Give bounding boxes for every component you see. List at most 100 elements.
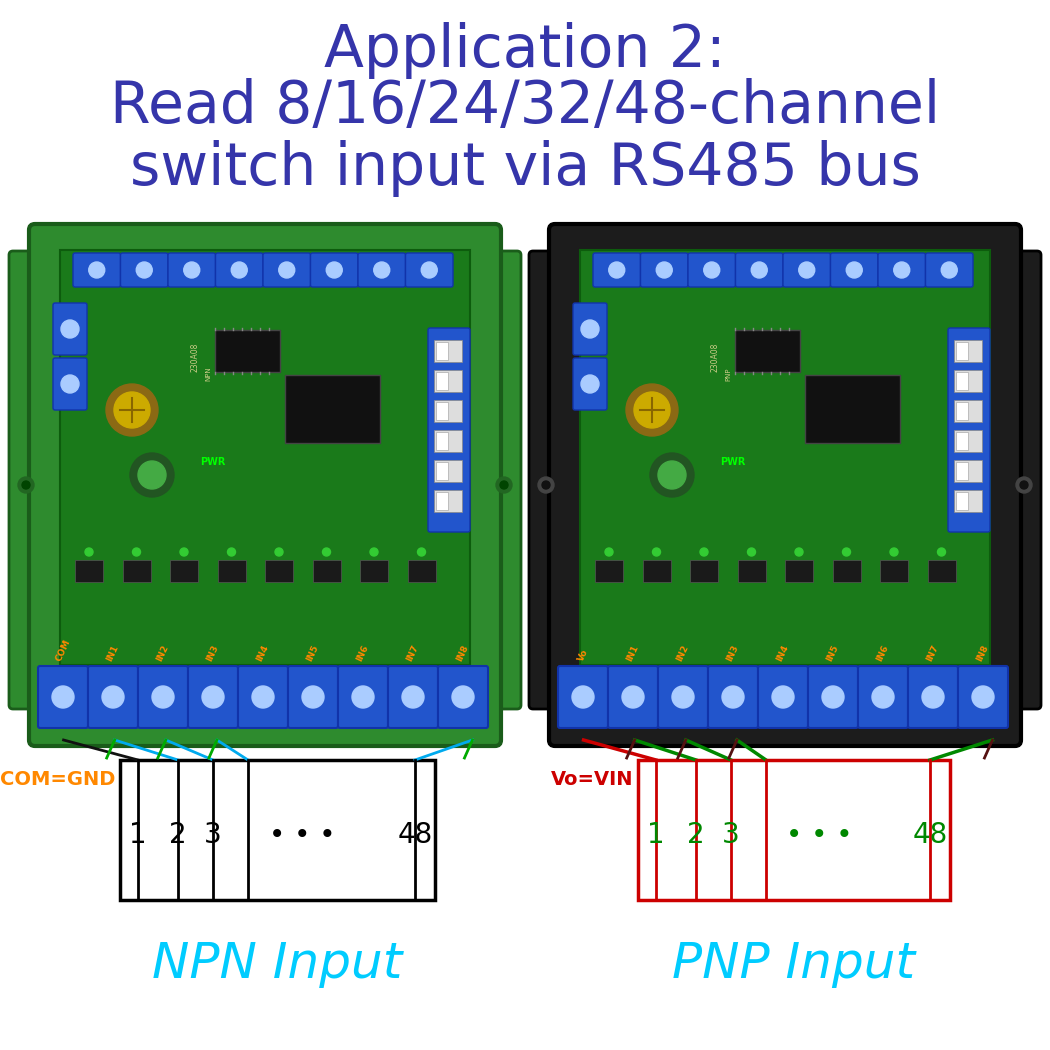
Bar xyxy=(265,560,293,582)
Bar xyxy=(595,560,623,582)
Text: IN5: IN5 xyxy=(825,644,841,663)
Bar xyxy=(954,490,982,512)
Circle shape xyxy=(538,477,554,493)
Circle shape xyxy=(402,686,424,708)
Bar xyxy=(434,490,462,512)
FancyBboxPatch shape xyxy=(338,666,388,728)
Bar xyxy=(954,430,982,452)
Circle shape xyxy=(202,686,224,708)
Bar xyxy=(434,430,462,452)
Text: IN1: IN1 xyxy=(626,644,640,663)
Text: PWR: PWR xyxy=(200,457,226,467)
Bar xyxy=(123,560,150,582)
Bar xyxy=(360,560,388,582)
Bar xyxy=(954,460,982,482)
FancyBboxPatch shape xyxy=(573,358,607,410)
Circle shape xyxy=(418,548,425,556)
Circle shape xyxy=(496,477,512,493)
Text: IN2: IN2 xyxy=(675,644,691,663)
Circle shape xyxy=(61,320,79,338)
Bar xyxy=(436,342,448,360)
FancyBboxPatch shape xyxy=(215,253,262,287)
Bar xyxy=(638,760,950,900)
FancyBboxPatch shape xyxy=(138,666,188,728)
Text: IN2: IN2 xyxy=(155,644,171,663)
Bar xyxy=(75,560,103,582)
Text: PNP Input: PNP Input xyxy=(672,940,916,988)
Circle shape xyxy=(822,686,844,708)
Text: IN3: IN3 xyxy=(726,644,740,663)
FancyBboxPatch shape xyxy=(688,253,735,287)
Circle shape xyxy=(704,262,719,278)
Text: COM=GND: COM=GND xyxy=(0,770,116,789)
Bar xyxy=(690,560,718,582)
Bar xyxy=(60,250,470,665)
FancyBboxPatch shape xyxy=(708,666,758,728)
FancyBboxPatch shape xyxy=(288,666,338,728)
FancyBboxPatch shape xyxy=(9,251,43,709)
FancyBboxPatch shape xyxy=(88,666,138,728)
Circle shape xyxy=(700,548,708,556)
Circle shape xyxy=(605,548,613,556)
Text: 3: 3 xyxy=(722,821,740,849)
Circle shape xyxy=(656,262,672,278)
FancyBboxPatch shape xyxy=(52,358,87,410)
Text: Read 8/16/24/32/48-channel: Read 8/16/24/32/48-channel xyxy=(110,78,940,135)
Circle shape xyxy=(327,262,342,278)
Circle shape xyxy=(102,686,124,708)
Text: Application 2:: Application 2: xyxy=(324,22,726,79)
FancyBboxPatch shape xyxy=(948,328,990,532)
Bar xyxy=(956,402,968,420)
FancyBboxPatch shape xyxy=(74,253,121,287)
Circle shape xyxy=(278,262,295,278)
Circle shape xyxy=(114,392,150,428)
Circle shape xyxy=(609,262,625,278)
Circle shape xyxy=(972,686,994,708)
FancyBboxPatch shape xyxy=(908,666,958,728)
Circle shape xyxy=(152,686,174,708)
Circle shape xyxy=(130,453,174,497)
Circle shape xyxy=(572,686,594,708)
FancyBboxPatch shape xyxy=(188,666,238,728)
FancyBboxPatch shape xyxy=(831,253,878,287)
FancyBboxPatch shape xyxy=(858,666,908,728)
Text: 3: 3 xyxy=(204,821,222,849)
Bar xyxy=(407,560,436,582)
FancyBboxPatch shape xyxy=(640,253,688,287)
Circle shape xyxy=(772,686,794,708)
Text: 2: 2 xyxy=(687,821,705,849)
Circle shape xyxy=(941,262,958,278)
Text: IN8: IN8 xyxy=(456,644,470,663)
Bar xyxy=(436,492,448,510)
Circle shape xyxy=(184,262,200,278)
Text: IN6: IN6 xyxy=(355,644,371,663)
Circle shape xyxy=(542,481,550,489)
Bar xyxy=(954,370,982,392)
Bar xyxy=(805,375,900,443)
Circle shape xyxy=(18,477,34,493)
Circle shape xyxy=(581,320,598,338)
Text: IN1: IN1 xyxy=(105,644,121,663)
Text: 230A08: 230A08 xyxy=(710,342,719,372)
Circle shape xyxy=(180,548,188,556)
Circle shape xyxy=(722,686,744,708)
Circle shape xyxy=(1016,477,1032,493)
Circle shape xyxy=(846,262,862,278)
Bar xyxy=(643,560,671,582)
Circle shape xyxy=(85,548,93,556)
Text: PNP: PNP xyxy=(724,368,731,381)
Text: Vo=VIN: Vo=VIN xyxy=(550,770,633,789)
FancyBboxPatch shape xyxy=(311,253,358,287)
FancyBboxPatch shape xyxy=(388,666,438,728)
FancyBboxPatch shape xyxy=(405,253,453,287)
Circle shape xyxy=(370,548,378,556)
Circle shape xyxy=(922,686,944,708)
Circle shape xyxy=(650,453,694,497)
Text: • • •: • • • xyxy=(269,821,335,849)
Text: IN4: IN4 xyxy=(255,644,271,663)
Bar xyxy=(313,560,340,582)
Bar xyxy=(580,250,990,665)
Bar xyxy=(956,432,968,450)
Bar xyxy=(833,560,861,582)
Circle shape xyxy=(275,548,284,556)
